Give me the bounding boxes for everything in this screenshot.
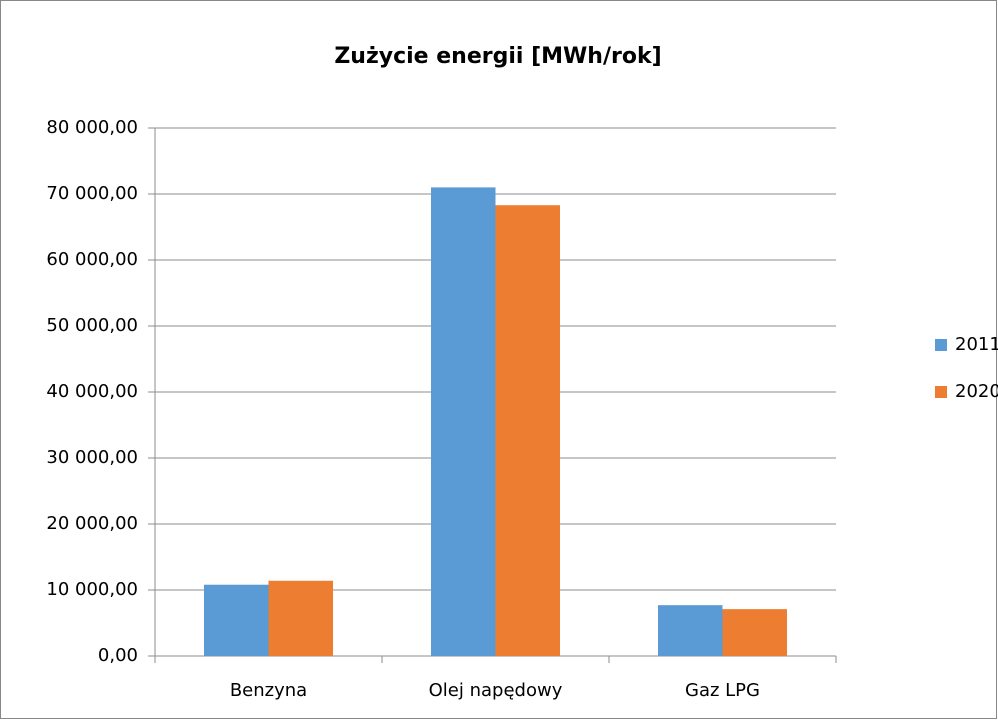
bar <box>722 609 787 656</box>
x-tick-label: Olej napędowy <box>429 680 563 701</box>
x-tick-label: Benzyna <box>230 680 307 701</box>
bar <box>658 605 723 656</box>
y-tick-label: 40 000,00 <box>46 381 138 402</box>
y-tick-label: 60 000,00 <box>46 249 138 270</box>
bar <box>268 580 333 656</box>
legend-swatch <box>935 339 947 351</box>
y-tick-label: 80 000,00 <box>46 117 138 138</box>
legend-label: 2020 <box>955 381 998 402</box>
y-tick-label: 10 000,00 <box>46 579 138 600</box>
y-tick-label: 30 000,00 <box>46 447 138 468</box>
bar <box>495 205 560 656</box>
y-tick-label: 20 000,00 <box>46 513 138 534</box>
bar <box>431 187 496 656</box>
y-tick-label: 70 000,00 <box>46 183 138 204</box>
bar <box>204 584 269 656</box>
legend-label: 2011 <box>955 334 998 355</box>
chart-title: Zużycie energii [MWh/rok] <box>334 44 661 69</box>
legend-swatch <box>935 386 947 398</box>
x-tick-label: Gaz LPG <box>685 680 760 701</box>
y-tick-label: 0,00 <box>98 645 138 666</box>
y-tick-label: 50 000,00 <box>46 315 138 336</box>
